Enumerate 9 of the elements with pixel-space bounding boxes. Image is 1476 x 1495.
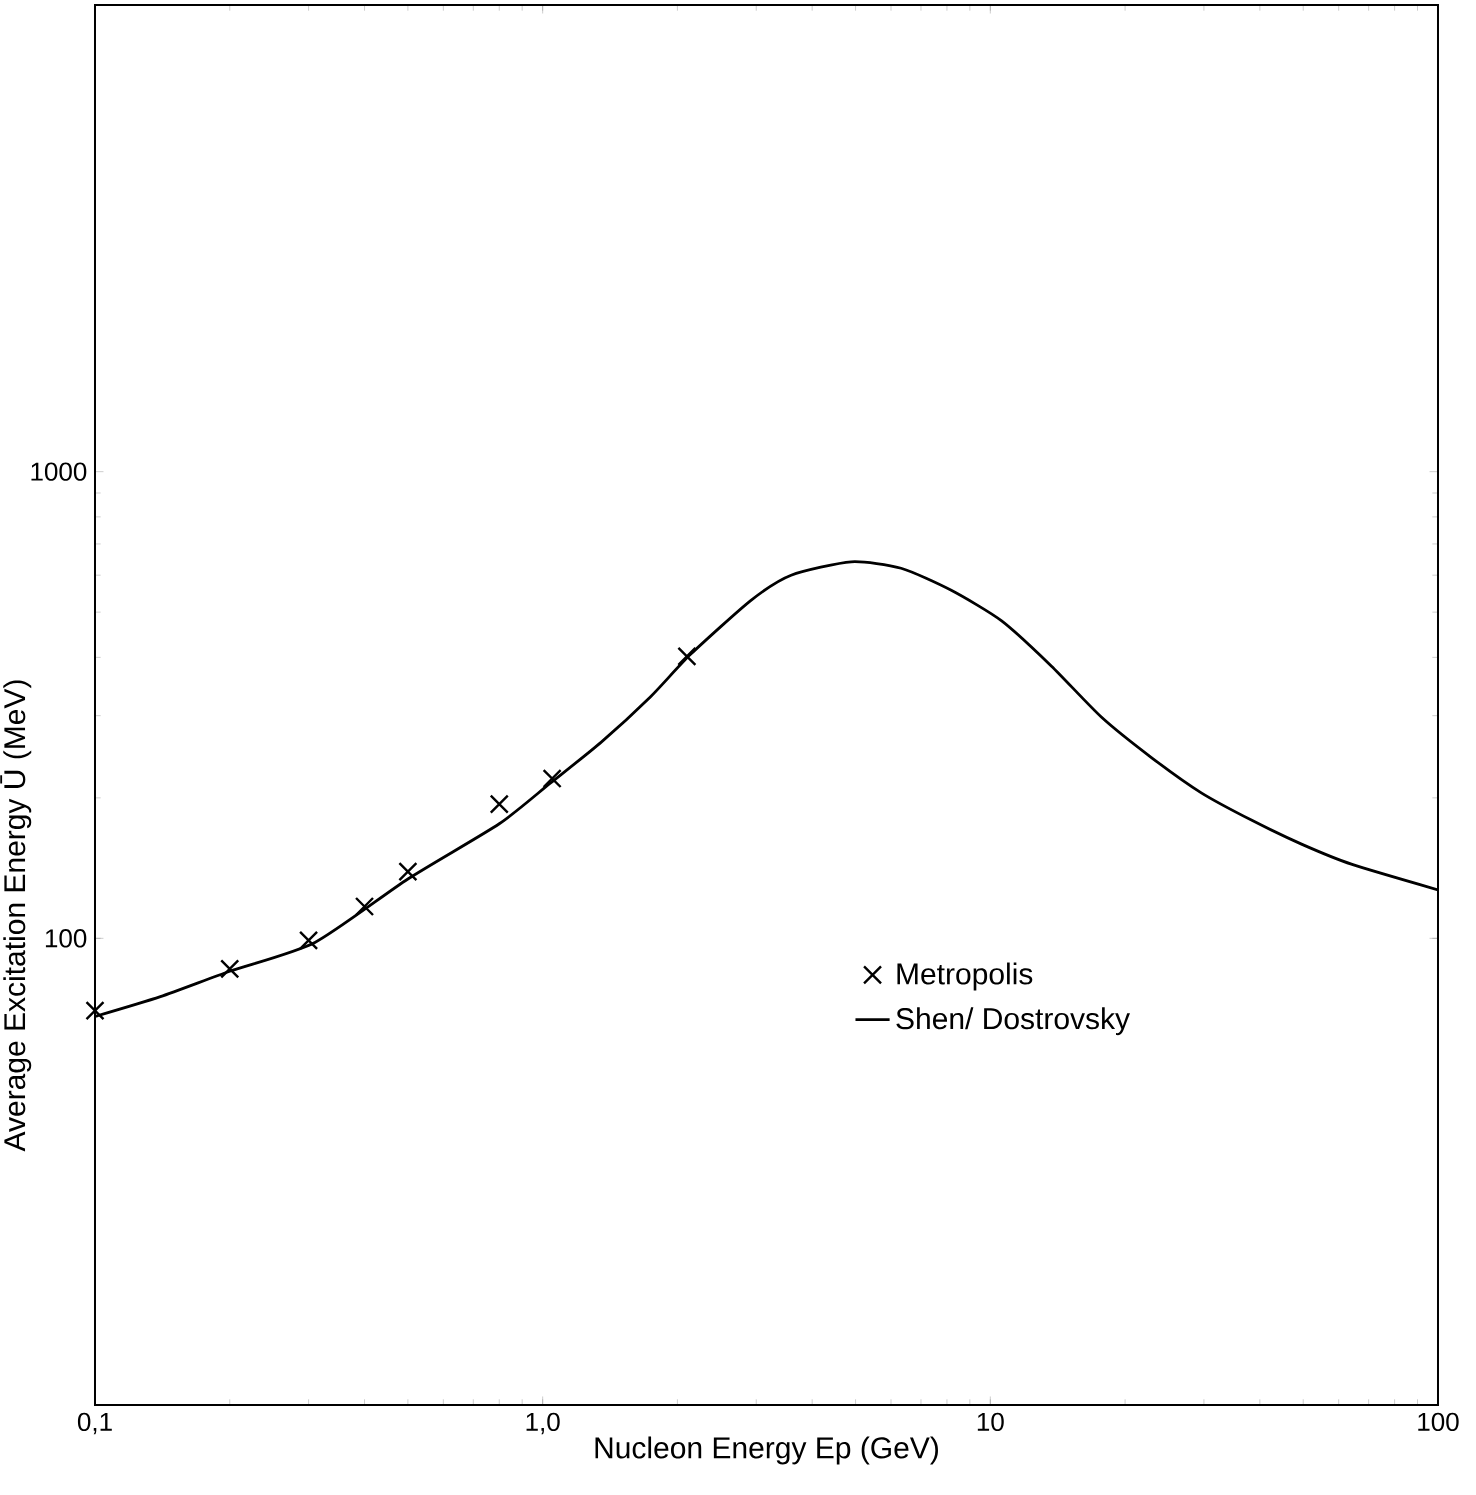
legend-label: Metropolis — [897, 962, 1033, 991]
legend-label: Shen/ Dostrovsky — [896, 1007, 1130, 1036]
x-tick-label: 0,1 — [77, 1412, 112, 1435]
x-tick-label: 100 — [1418, 1412, 1459, 1432]
y-tick-label: 1000 — [31, 462, 87, 481]
x-axis-title: Nucleon Energy Ep (GeV) — [595, 1436, 938, 1465]
x-tick-label: 1,0 — [526, 1412, 560, 1435]
y-axis-title: Average Excitation Energy Ū (MeV) — [0, 680, 32, 1152]
x-tick-label: 10 — [977, 1412, 1004, 1432]
